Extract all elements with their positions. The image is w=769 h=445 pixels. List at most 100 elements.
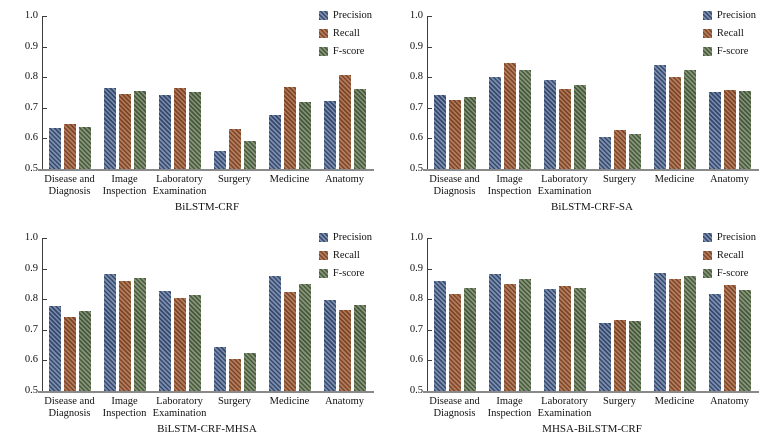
y-tick-label: 0.5 <box>409 385 423 396</box>
bar-precision <box>323 101 336 169</box>
y-tick-label: 0.8 <box>24 71 38 83</box>
bar-fscore <box>628 133 641 169</box>
x-category-label: Image Inspection <box>102 174 147 197</box>
legend-item: F-score <box>702 267 756 280</box>
bar-precision <box>48 305 61 391</box>
bar-fscore <box>78 311 91 391</box>
y-tick-mark <box>43 268 47 270</box>
bar-recall <box>503 283 516 391</box>
legend-item: F-score <box>318 45 372 58</box>
bar-fscore <box>298 283 311 391</box>
y-tick-label: 1.0 <box>409 232 423 243</box>
legend-item: Precision <box>318 9 372 22</box>
y-tick-label: 0.9 <box>24 262 38 274</box>
chart-title: BiLSTM-CRF <box>174 201 240 213</box>
bar-precision <box>213 151 226 169</box>
y-tick-mark <box>43 46 47 48</box>
legend-label: Recall <box>332 28 360 39</box>
legend-swatch-precision <box>702 233 712 242</box>
legend-item: Recall <box>318 27 372 40</box>
y-tick-mark <box>428 329 432 331</box>
bar-recall <box>503 63 516 169</box>
bar-precision <box>158 95 171 169</box>
legend: Precision Recall F-score <box>702 231 756 285</box>
y-tick-mark <box>428 299 432 301</box>
y-axis-line <box>427 238 428 393</box>
x-category-label: Anatomy <box>324 174 365 185</box>
legend-item: Precision <box>318 231 372 244</box>
bar-fscore <box>298 101 311 169</box>
bar-precision <box>103 274 116 391</box>
y-tick-label: 0.7 <box>24 101 38 113</box>
bar-precision <box>268 115 281 169</box>
legend-swatch-recall <box>702 251 712 260</box>
y-tick-label: 0.6 <box>24 132 38 144</box>
y-tick-mark <box>428 238 432 239</box>
y-tick-mark <box>43 238 47 239</box>
x-category-label: Medicine <box>654 174 695 185</box>
y-tick-label: 0.9 <box>24 40 38 52</box>
x-category-label: Laboratory Examination <box>537 174 592 197</box>
x-category-label: Anatomy <box>324 396 365 407</box>
legend-swatch-fscore <box>318 269 328 278</box>
y-tick-label: 1.0 <box>24 232 38 243</box>
bar-fscore <box>133 277 146 391</box>
y-tick-label: 1.0 <box>409 10 423 21</box>
chart-title: BiLSTM-CRF-MHSA <box>157 423 257 435</box>
bar-fscore <box>738 289 751 391</box>
legend-item: Recall <box>318 249 372 262</box>
legend-label: Precision <box>716 232 756 243</box>
legend-swatch-fscore <box>702 47 712 56</box>
legend-label: F-score <box>716 268 749 279</box>
bar-recall <box>338 309 351 391</box>
bar-fscore <box>628 321 641 391</box>
bar-precision <box>268 276 281 391</box>
legend-label: Recall <box>332 250 360 261</box>
bar-precision <box>543 289 556 391</box>
x-category-label: Laboratory Examination <box>152 174 207 197</box>
legend-swatch-recall <box>318 29 328 38</box>
legend-swatch-fscore <box>318 47 328 56</box>
x-category-label: Disease and Diagnosis <box>429 396 480 419</box>
y-tick-label: 0.5 <box>409 163 423 174</box>
bar-fscore <box>188 91 201 169</box>
y-tick-label: 0.6 <box>24 354 38 366</box>
y-tick-mark <box>428 138 432 140</box>
bar-fscore <box>683 275 696 391</box>
bar-precision <box>488 77 501 169</box>
x-category-label: Medicine <box>269 396 310 407</box>
x-category-label: Laboratory Examination <box>152 396 207 419</box>
bar-recall <box>558 286 571 391</box>
x-axis-line <box>423 391 759 393</box>
bar-precision <box>488 273 501 391</box>
legend-label: F-score <box>716 46 749 57</box>
bar-precision <box>708 294 721 391</box>
bar-recall <box>228 128 241 169</box>
x-category-label: Medicine <box>654 396 695 407</box>
legend-label: Recall <box>716 28 744 39</box>
x-axis-line <box>38 169 374 171</box>
y-tick-label: 0.9 <box>409 262 423 274</box>
bar-precision <box>598 323 611 391</box>
bar-recall <box>173 297 186 391</box>
legend-item: F-score <box>702 45 756 58</box>
legend-item: Recall <box>702 27 756 40</box>
bar-precision <box>103 87 116 169</box>
y-tick-mark <box>43 360 47 362</box>
bar-recall <box>338 74 351 169</box>
legend: Precision Recall F-score <box>318 231 372 285</box>
y-tick-mark <box>43 329 47 331</box>
legend: Precision Recall F-score <box>318 9 372 63</box>
bar-fscore <box>738 90 751 169</box>
x-category-label: Image Inspection <box>487 396 532 419</box>
y-tick-label: 1.0 <box>24 10 38 21</box>
bar-precision <box>543 79 556 169</box>
bar-recall <box>448 293 461 391</box>
legend-swatch-precision <box>702 11 712 20</box>
y-tick-label: 0.5 <box>24 163 38 174</box>
legend-swatch-precision <box>318 233 328 242</box>
x-axis-line <box>423 169 759 171</box>
bar-precision <box>158 291 171 391</box>
x-category-label: Image Inspection <box>487 174 532 197</box>
